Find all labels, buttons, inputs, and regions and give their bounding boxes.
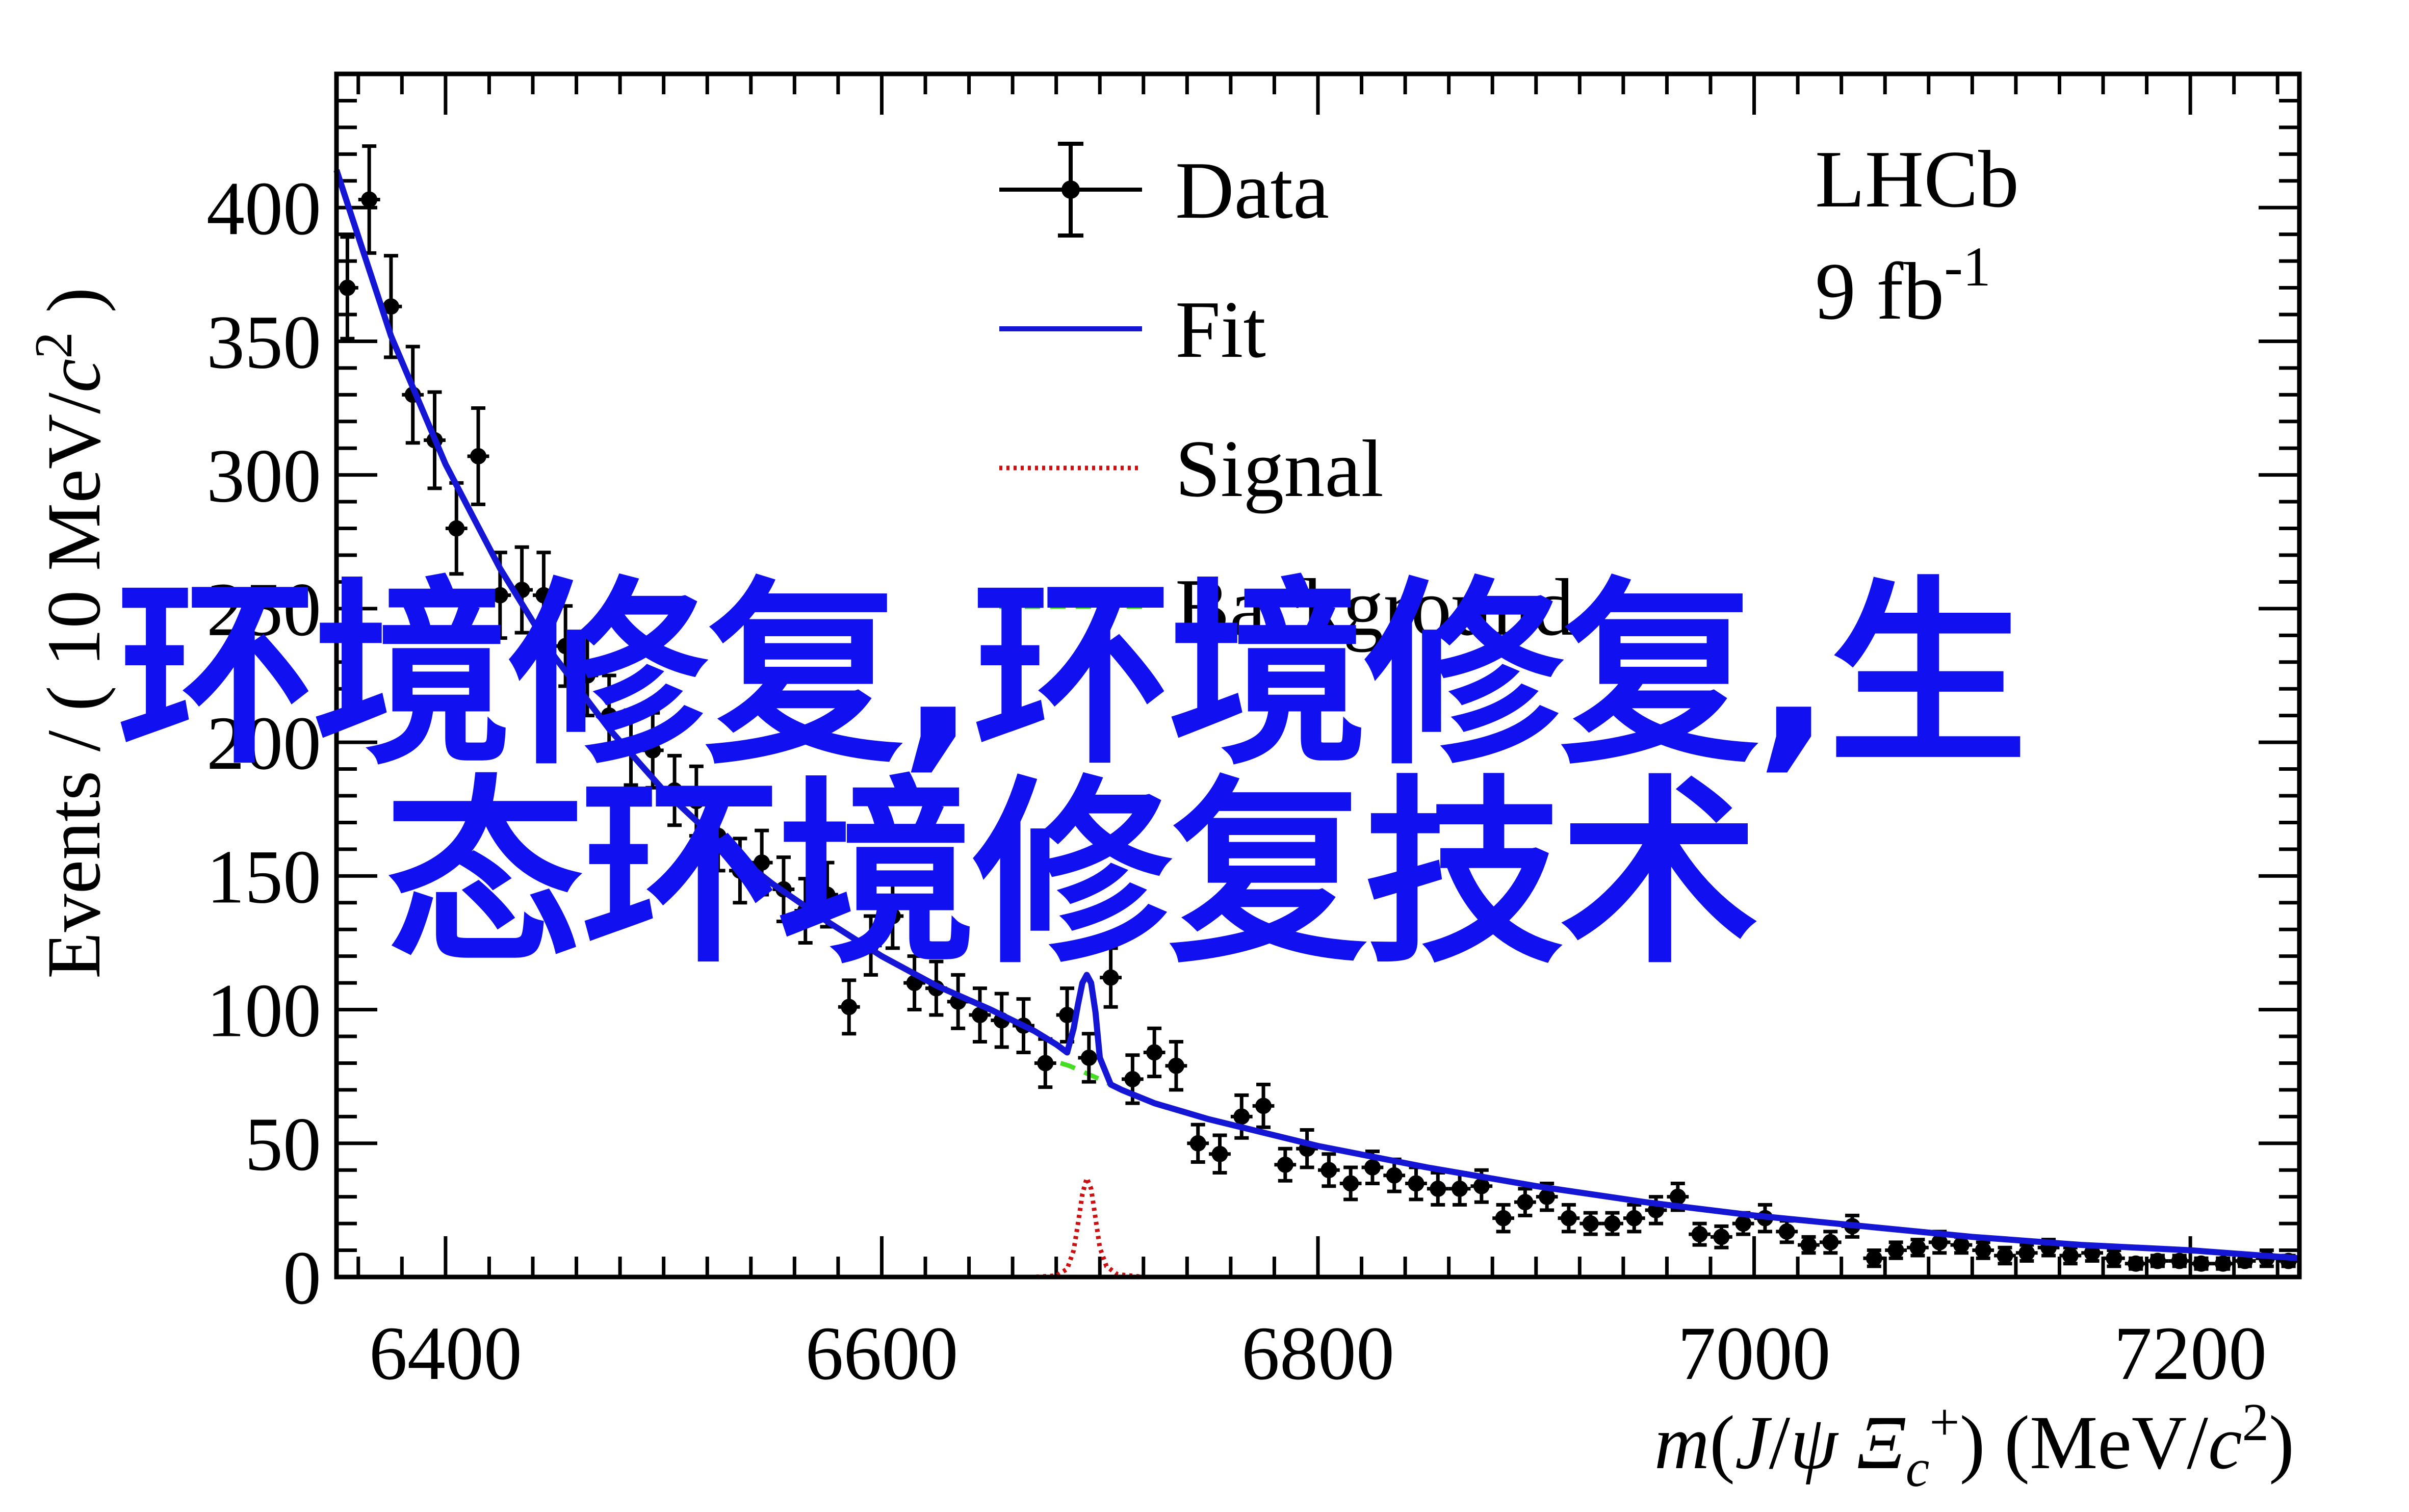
data-point bbox=[882, 882, 904, 950]
data-point bbox=[1339, 1165, 1362, 1202]
data-point bbox=[2168, 1253, 2191, 1269]
y-tick-label: 150 bbox=[206, 835, 321, 919]
tick-labels: 6400 6600 6800 7000 7200 0 50 100 150 200 250 300 35… bbox=[206, 166, 2267, 1396]
data-point bbox=[838, 978, 860, 1036]
data-point bbox=[1143, 1026, 1165, 1079]
data-point bbox=[1601, 1211, 1623, 1236]
legend-label-data: Data bbox=[1175, 145, 1329, 236]
legend-entry-fit: Fit bbox=[999, 284, 1266, 375]
data-point bbox=[1274, 1146, 1297, 1183]
data-point bbox=[1907, 1238, 1929, 1258]
legend-entry-data: Data bbox=[999, 142, 1329, 238]
watermark-overlay-text: 环境修复,环境修复,生 态环境修复技术 bbox=[76, 576, 2065, 974]
data-point bbox=[1252, 1082, 1275, 1129]
data-point bbox=[2146, 1253, 2169, 1269]
x-tick-label: 6400 bbox=[369, 1311, 522, 1396]
legend-entry-signal: Signal bbox=[999, 423, 1384, 514]
y-axis-title: Events / ( 10 MeV/c2 ) bbox=[23, 288, 116, 979]
legend: Data Fit Signal Background bbox=[999, 142, 1574, 653]
data-point bbox=[1034, 1037, 1056, 1089]
background-curve bbox=[1059, 1061, 1112, 1087]
data-point bbox=[1863, 1248, 1885, 1268]
x-tick-label: 6600 bbox=[805, 1311, 958, 1396]
data-point bbox=[1623, 1203, 1645, 1234]
data-point bbox=[2190, 1255, 2212, 1272]
y-tick-label: 0 bbox=[283, 1236, 321, 1320]
data-point bbox=[1078, 1032, 1100, 1084]
y-tick-label: 350 bbox=[206, 300, 321, 384]
x-tick-label: 7000 bbox=[1678, 1311, 1831, 1396]
data-point bbox=[1689, 1221, 1711, 1247]
x-tick-label: 6800 bbox=[1241, 1311, 1394, 1396]
data-point bbox=[1819, 1230, 1842, 1255]
data-point bbox=[1187, 1123, 1209, 1164]
data-point bbox=[467, 406, 489, 506]
y-tick-label: 50 bbox=[245, 1102, 321, 1187]
data-point bbox=[1514, 1187, 1536, 1217]
data-point bbox=[1318, 1152, 1340, 1188]
data-point bbox=[750, 828, 773, 897]
data-point bbox=[1230, 1093, 1253, 1140]
data-point bbox=[1492, 1203, 1514, 1234]
data-point bbox=[707, 799, 729, 873]
data-point bbox=[1427, 1170, 1449, 1207]
data-point bbox=[729, 837, 751, 905]
data-point bbox=[2212, 1255, 2234, 1272]
y-tick-label: 100 bbox=[206, 969, 321, 1053]
data-point bbox=[1798, 1235, 1820, 1255]
data-point bbox=[2059, 1245, 2082, 1266]
data-point bbox=[1885, 1240, 1907, 1260]
legend-label-background: Background bbox=[1175, 562, 1574, 653]
legend-label-signal: Signal bbox=[1175, 423, 1384, 514]
luminosity-label: 9 fb-1 bbox=[1815, 236, 1991, 336]
data-point bbox=[1579, 1211, 1602, 1236]
y-tick-label: 300 bbox=[206, 434, 321, 518]
data-point bbox=[1667, 1181, 1689, 1212]
y-tick-label: 200 bbox=[206, 701, 321, 786]
data-point bbox=[1994, 1245, 2016, 1266]
data-point bbox=[1776, 1219, 1798, 1244]
data-point bbox=[1209, 1133, 1231, 1175]
data-point bbox=[1165, 1039, 1187, 1092]
axis-ticks bbox=[336, 74, 2299, 1279]
plot-frame bbox=[334, 71, 2302, 1280]
data-point bbox=[1100, 946, 1122, 1009]
x-tick-label: 7200 bbox=[2114, 1311, 2267, 1396]
y-tick-label: 400 bbox=[206, 166, 321, 251]
data-point bbox=[533, 551, 555, 640]
data-point bbox=[816, 861, 838, 929]
data-point bbox=[2015, 1243, 2038, 1263]
fit-series bbox=[333, 169, 2300, 1262]
data-point bbox=[1296, 1128, 1318, 1169]
data-point bbox=[358, 144, 380, 255]
y-tick-label: 250 bbox=[206, 567, 321, 652]
watermark-line-1: 环境修复,环境修复,生 bbox=[117, 560, 2027, 791]
x-axis-title: m(J/ψ Ξc+) (MeV/c2) bbox=[1654, 1392, 2294, 1498]
data-point bbox=[969, 986, 991, 1044]
data-point bbox=[1448, 1170, 1471, 1207]
experiment-label: LHCb bbox=[1815, 134, 2019, 224]
legend-label-fit: Fit bbox=[1175, 284, 1266, 375]
data-point bbox=[2103, 1248, 2125, 1268]
data-point bbox=[1972, 1240, 1994, 1260]
fit-curve bbox=[333, 169, 2300, 1262]
data-point bbox=[336, 235, 358, 341]
data-series bbox=[336, 144, 2299, 1272]
background-series bbox=[1059, 1061, 1112, 1087]
watermark-line-2: 态环境修复技术 bbox=[385, 759, 1759, 990]
legend-entry-background: Background bbox=[999, 562, 1574, 653]
data-point bbox=[1711, 1224, 1732, 1249]
data-point bbox=[1122, 1053, 1144, 1105]
data-point bbox=[2125, 1255, 2147, 1272]
data-point bbox=[445, 481, 468, 576]
data-point bbox=[1558, 1203, 1580, 1234]
data-point bbox=[1405, 1165, 1427, 1202]
